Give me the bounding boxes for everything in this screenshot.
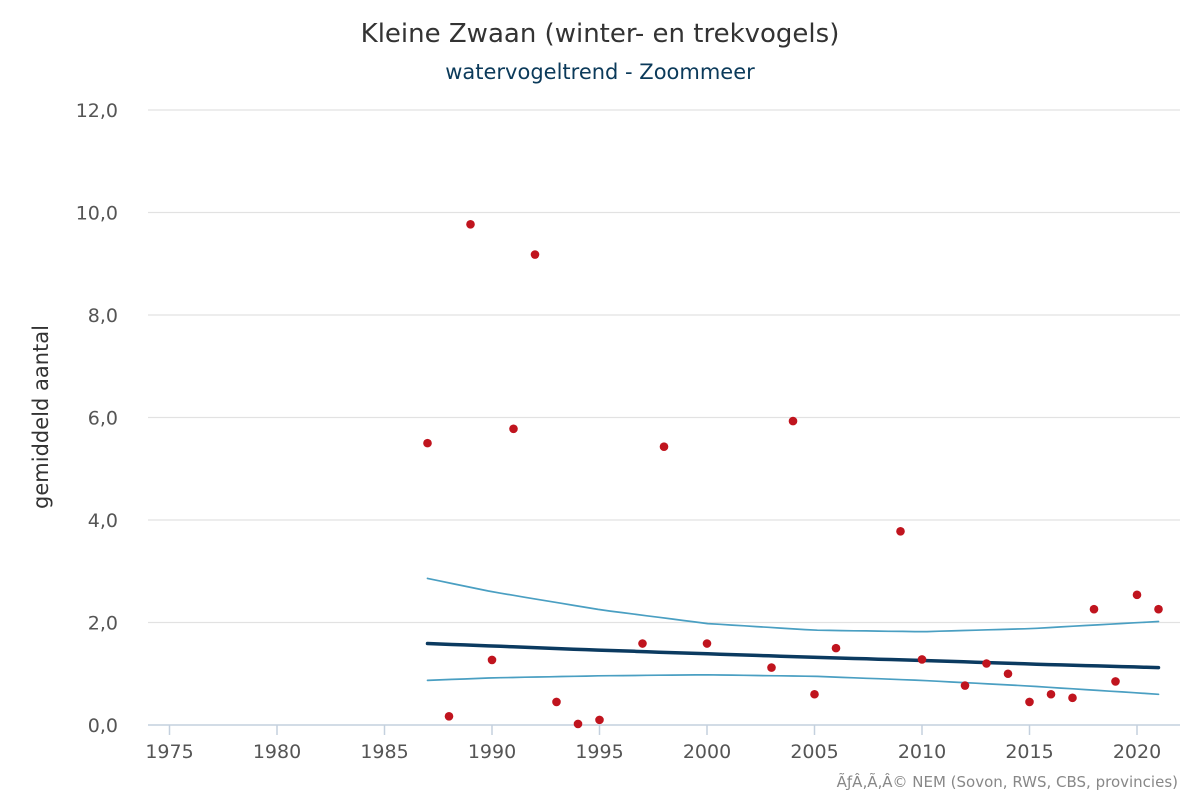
data-point[interactable] [896,526,905,536]
y-axis-label: gemiddeld aantal [29,325,53,509]
data-point[interactable] [1046,689,1056,699]
y-tick-label: 8,0 [88,305,118,327]
confidence-band-line[interactable] [426,673,1160,696]
data-point[interactable] [573,719,583,729]
data-point[interactable] [1068,693,1077,703]
x-tick-label: 2020 [1113,741,1161,763]
x-tick-label: 2005 [790,741,838,763]
y-tick-label: 4,0 [88,510,118,532]
data-point[interactable] [638,639,647,648]
data-point[interactable] [1111,677,1120,686]
axes: 0,0 2,0 4,0 6,0 8,0 10,0 12,0 1975 1980 1985 1990 1… [76,100,1180,763]
y-tick-label: 2,0 [88,613,118,635]
data-point[interactable] [810,689,819,699]
y-tick-label: 10,0 [76,203,118,225]
data-point[interactable] [702,639,712,648]
x-tick-label: 2000 [683,741,731,763]
data-point[interactable] [917,655,927,664]
x-tick-label: 1985 [360,741,408,763]
data-point[interactable] [767,663,776,672]
data-point[interactable] [466,219,475,229]
data-point[interactable] [659,442,669,452]
x-tick-label: 1990 [468,741,516,763]
y-tick-label: 12,0 [76,100,118,122]
data-point[interactable] [960,681,970,690]
data-point[interactable] [444,711,454,721]
data-point[interactable] [423,438,432,448]
x-tick-label: 2010 [898,741,946,763]
data-point[interactable] [552,697,561,707]
data-point[interactable] [831,643,841,653]
y-tick-label: 6,0 [88,408,118,430]
x-tick-label: 1980 [253,741,301,763]
data-point[interactable] [1154,604,1163,614]
confidence-band-line[interactable] [426,577,1160,633]
data-point[interactable] [1089,604,1099,614]
data-point[interactable] [788,416,798,426]
data-point[interactable] [1132,590,1142,600]
data-point[interactable] [595,715,604,725]
trend-line[interactable] [425,641,1161,670]
data-point[interactable] [509,424,518,434]
data-point[interactable] [487,655,497,665]
grid-lines [148,109,1180,624]
credits-text[interactable]: ÃƒÂ‚Ã‚Â© NEM (Sovon, RWS, CBS, provincie… [837,772,1178,791]
chart-subtitle: watervogeltrend - Zoommeer [445,60,755,84]
x-tick-label: 2015 [1005,741,1053,763]
data-point[interactable] [530,250,540,259]
data-points [423,219,1163,729]
y-tick-label: 0,0 [88,715,118,737]
data-point[interactable] [1025,697,1034,707]
chart-title: Kleine Zwaan (winter- en trekvogels) [361,19,840,49]
data-point[interactable] [982,659,991,668]
x-tick-label: 1995 [575,741,623,763]
x-tick-label: 1975 [145,741,193,763]
series [425,577,1161,696]
data-point[interactable] [1003,669,1013,679]
